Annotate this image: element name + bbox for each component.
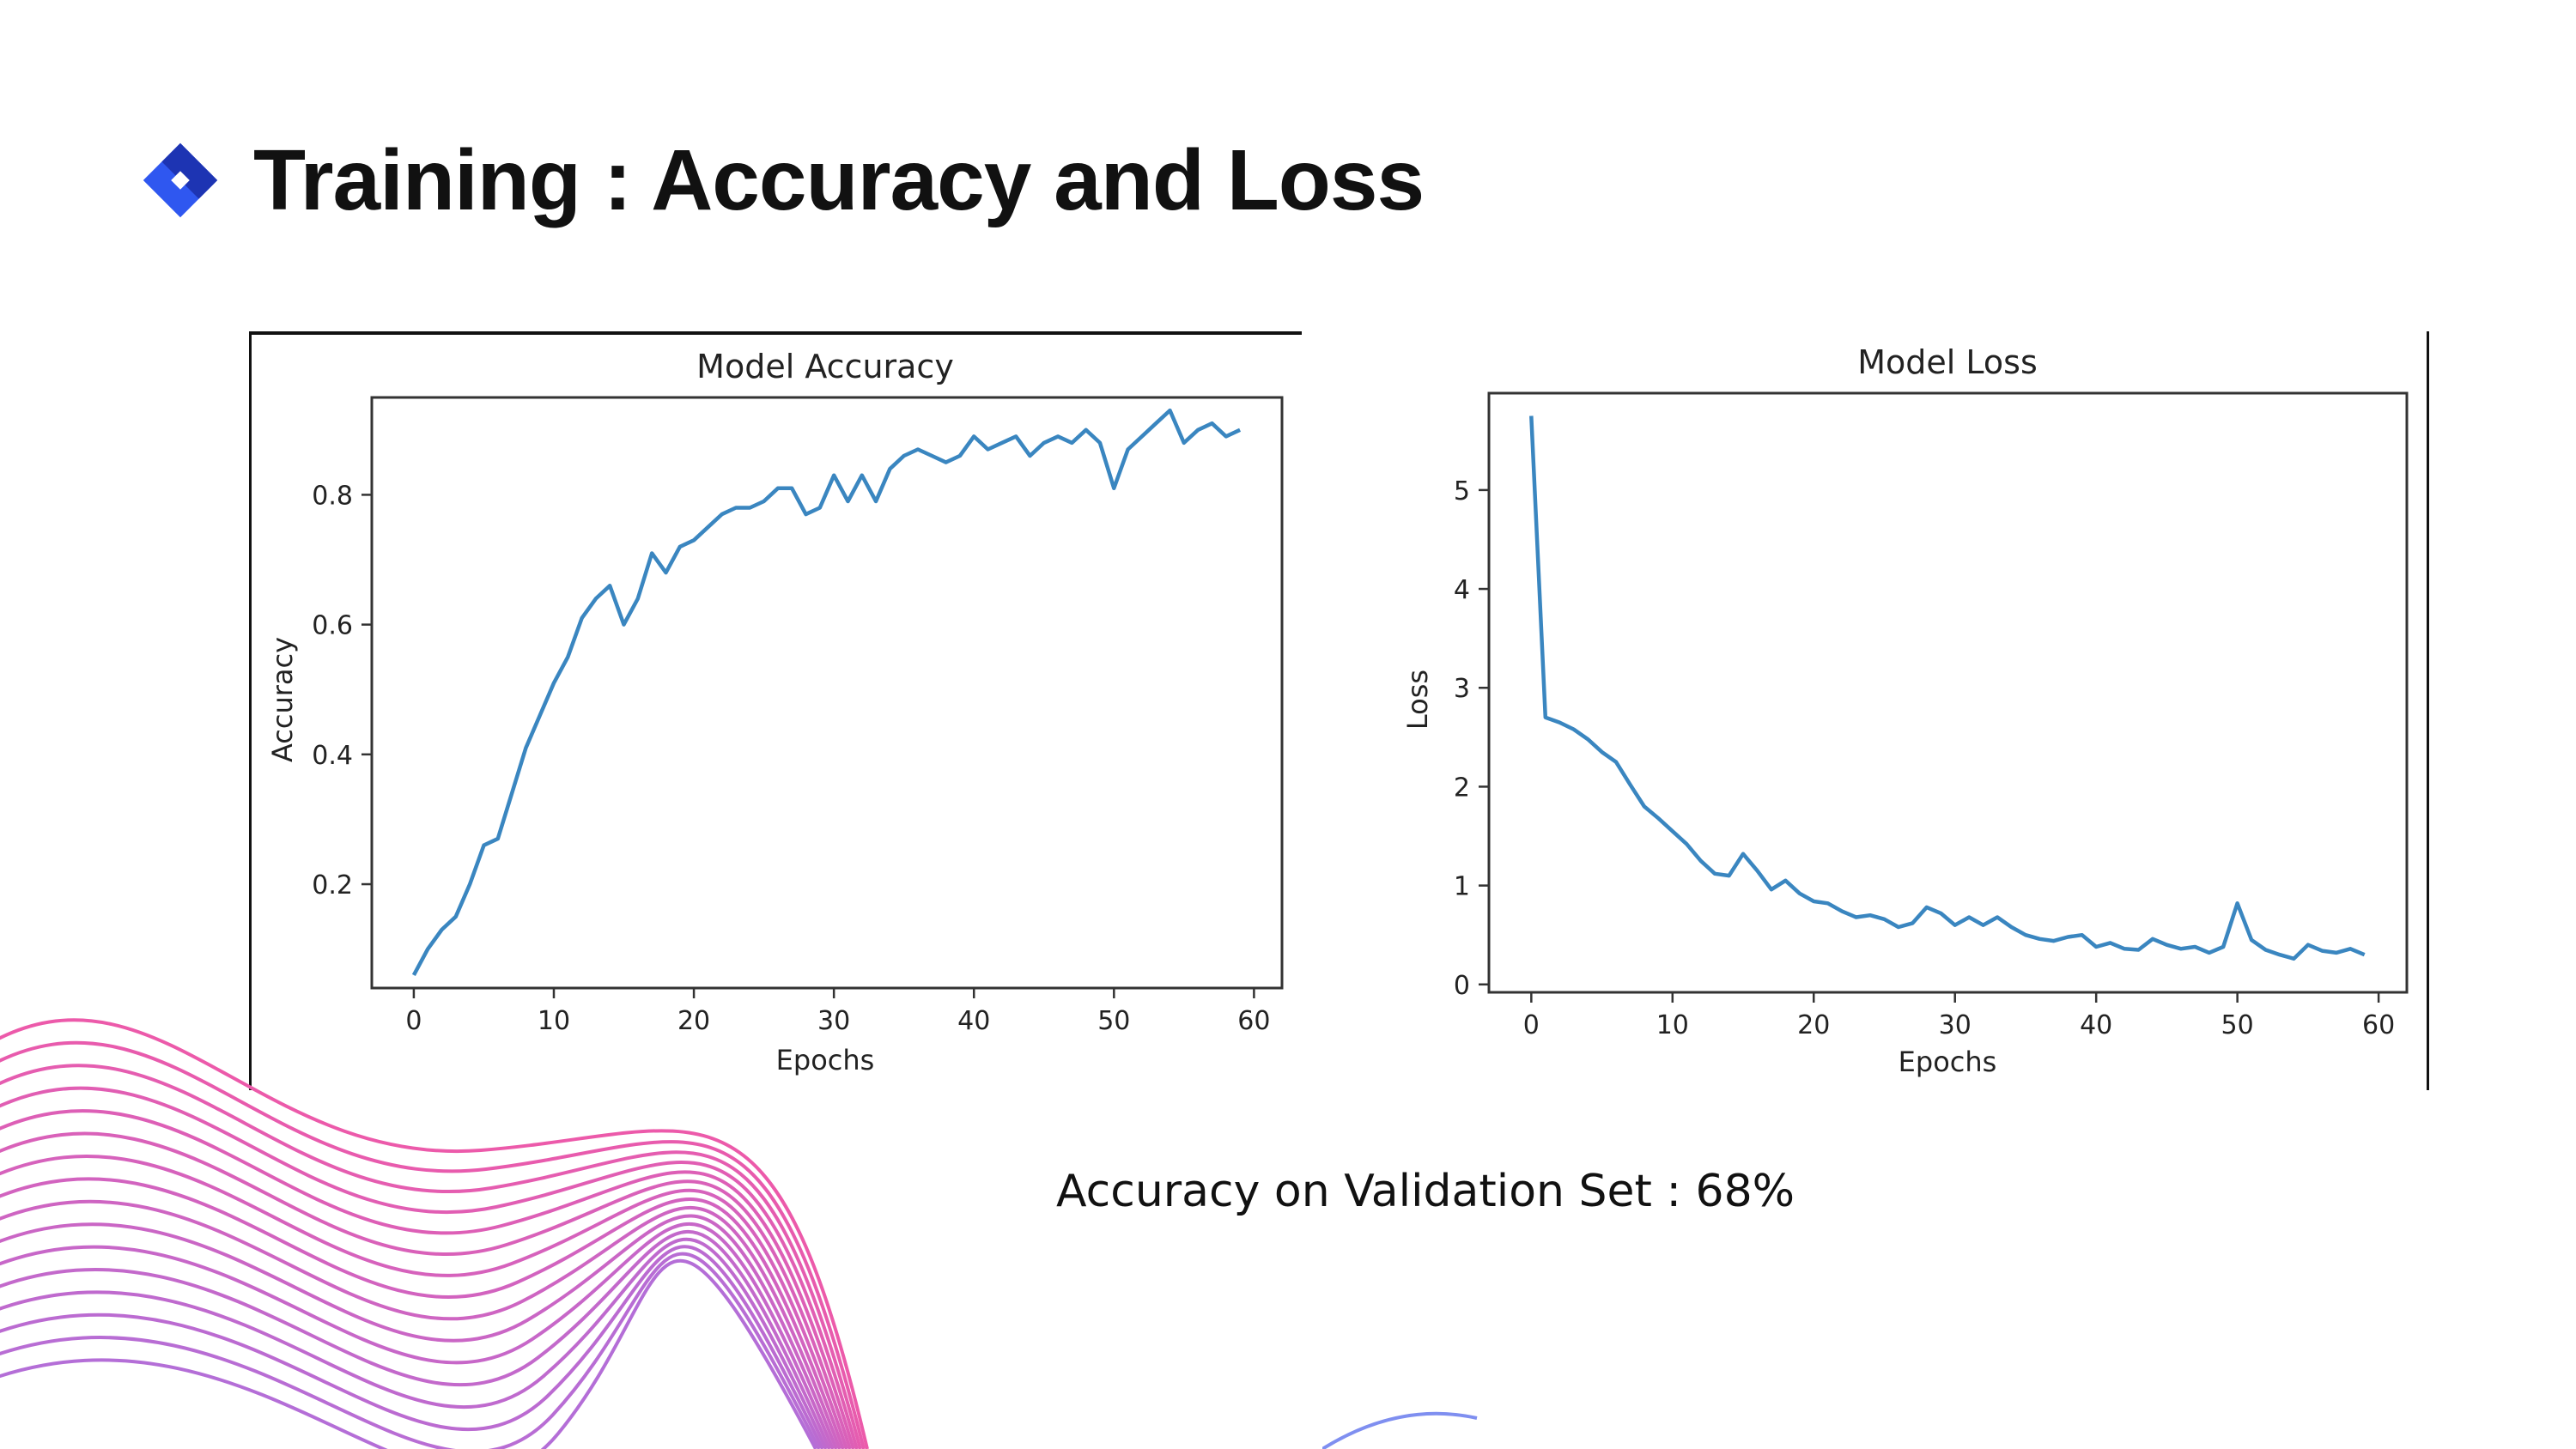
x-tick-label: 60 — [2362, 1010, 2395, 1040]
loss-series-line — [1529, 415, 2366, 961]
x-tick-label: 50 — [1097, 1006, 1130, 1036]
y-tick-label: 0.8 — [312, 481, 353, 511]
title-row: Training : Accuracy and Loss — [142, 129, 1425, 232]
wave-line — [0, 1018, 869, 1449]
x-tick-label: 40 — [2080, 1010, 2112, 1040]
wave-line — [0, 1229, 831, 1449]
wave-line — [0, 1199, 841, 1449]
validation-accuracy-caption: Accuracy on Validation Set : 68% — [1056, 1166, 1795, 1217]
y-tick-label: 0 — [1454, 971, 1470, 1001]
y-tick-label: 1 — [1454, 872, 1470, 902]
accuracy-chart: Model Accuracy Epochs Accuracy 0 10 20 30 40… — [266, 348, 1284, 1076]
x-tick-label: 60 — [1237, 1006, 1270, 1036]
x-tick-label: 20 — [1797, 1010, 1830, 1040]
wave-line — [0, 1040, 866, 1449]
x-axis-label: Epochs — [776, 1044, 875, 1076]
x-ticks: 0 10 20 30 40 50 60 — [405, 988, 1270, 1036]
wave-line — [0, 1252, 821, 1449]
accuracy-frame-left — [249, 331, 252, 1090]
wave-line — [0, 1177, 845, 1449]
chart-title: Model Loss — [1857, 343, 2038, 381]
accuracy-frame-top — [249, 331, 1302, 335]
y-tick-label: 4 — [1454, 575, 1470, 605]
decorative-waves — [0, 1018, 869, 1449]
x-tick-label: 10 — [538, 1006, 570, 1036]
y-tick-label: 5 — [1454, 476, 1470, 506]
loss-frame-right — [2427, 331, 2429, 1090]
x-tick-label: 0 — [405, 1006, 422, 1036]
y-ticks: 0.2 0.4 0.6 0.8 — [312, 481, 372, 900]
wave-line — [0, 1258, 817, 1449]
wave-line — [0, 1154, 848, 1449]
x-tick-label: 10 — [1656, 1010, 1689, 1040]
decorative-arc — [1322, 1411, 1478, 1449]
x-axis-label: Epochs — [1899, 1046, 1997, 1078]
wave-line — [0, 1245, 824, 1449]
wave-line — [0, 1109, 855, 1449]
y-axis-label: Accuracy — [266, 637, 299, 762]
chart-title: Model Accuracy — [696, 348, 954, 385]
x-tick-label: 50 — [2221, 1010, 2254, 1040]
y-ticks: 0 1 2 3 4 5 — [1454, 476, 1489, 1001]
y-axis-label: Loss — [1401, 670, 1434, 730]
plot-area — [370, 396, 1284, 990]
x-tick-label: 0 — [1523, 1010, 1540, 1040]
page-title: Training : Accuracy and Loss — [253, 131, 1425, 228]
accuracy-series-line — [411, 408, 1242, 976]
plot-area — [1487, 391, 2409, 994]
wave-line — [0, 1086, 859, 1449]
y-tick-label: 0.2 — [312, 870, 353, 900]
wave-line — [0, 1214, 838, 1449]
diamond-bullet-icon — [143, 142, 218, 218]
wave-line — [0, 1237, 828, 1449]
wave-line — [0, 1131, 852, 1449]
y-tick-label: 3 — [1454, 674, 1470, 704]
loss-chart: Model Loss Epochs Loss 0 10 20 30 40 50 60 0 1 2… — [1401, 343, 2409, 1078]
wave-line — [0, 1222, 835, 1449]
x-tick-label: 30 — [817, 1006, 850, 1036]
x-tick-label: 30 — [1939, 1010, 1971, 1040]
y-tick-label: 2 — [1454, 773, 1470, 803]
x-tick-label: 40 — [957, 1006, 990, 1036]
y-tick-label: 0.4 — [312, 741, 353, 771]
x-tick-label: 20 — [677, 1006, 710, 1036]
y-tick-label: 0.6 — [312, 611, 353, 641]
x-ticks: 0 10 20 30 40 50 60 — [1523, 992, 2395, 1040]
wave-line — [0, 1064, 862, 1449]
